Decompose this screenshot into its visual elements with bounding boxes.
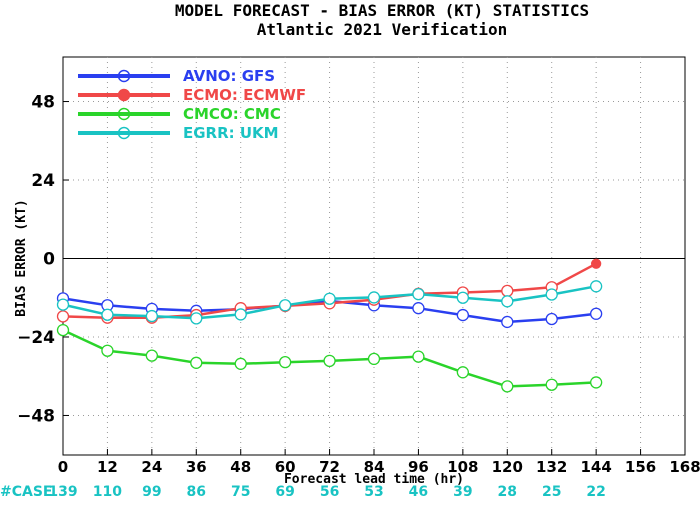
chart-title: MODEL FORECAST - BIAS ERROR (KT) STATIST… — [175, 1, 589, 20]
data-point — [367, 291, 381, 304]
data-point — [101, 344, 114, 357]
y-axis-label: BIAS ERROR (KT) — [14, 199, 29, 316]
legend-marker — [117, 107, 131, 121]
data-point — [145, 309, 159, 323]
case-count: 75 — [231, 484, 250, 500]
case-count: 110 — [93, 484, 122, 500]
x-tick-label: 84 — [364, 458, 385, 476]
grid-lines — [63, 57, 685, 455]
x-tick-label: 72 — [319, 458, 340, 476]
legend-label: ECMO: ECMWF — [183, 86, 306, 104]
case-count: 25 — [542, 484, 561, 500]
x-tick-label: 108 — [447, 458, 478, 476]
case-count: 28 — [498, 484, 517, 500]
case-count: 86 — [187, 484, 206, 500]
legend-marker — [117, 69, 131, 83]
case-count: 46 — [409, 484, 428, 500]
data-point — [412, 287, 425, 301]
x-tick-label: 156 — [625, 458, 656, 476]
y-tick-label: −48 — [17, 406, 55, 426]
data-point — [56, 298, 70, 311]
x-tick-label: 168 — [669, 458, 700, 476]
legend-label: CMCO: CMC — [183, 105, 281, 123]
data-point — [589, 280, 603, 293]
case-count: 53 — [364, 484, 383, 500]
data-point — [456, 308, 470, 322]
data-point — [56, 323, 70, 337]
y-tick-label: 0 — [43, 250, 55, 270]
data-point — [190, 312, 203, 325]
data-point — [589, 376, 603, 389]
data-point — [456, 291, 470, 304]
data-point — [501, 284, 514, 298]
data-point — [589, 307, 603, 320]
data-point — [456, 366, 470, 379]
data-point — [101, 308, 114, 321]
x-axis-label: Forecast lead time (hr) — [284, 472, 464, 487]
y-tick-label: 24 — [31, 171, 55, 191]
x-tick-label: 36 — [186, 458, 207, 476]
chart-subtitle: Atlantic 2021 Verification — [257, 20, 507, 39]
data-point — [412, 302, 425, 315]
legend-marker — [117, 88, 131, 102]
case-label: #CASE — [0, 484, 53, 500]
legend-label: AVNO: GFS — [183, 67, 275, 85]
y-tick-label: −24 — [17, 328, 55, 348]
x-tick-label: 144 — [580, 458, 611, 476]
data-point — [323, 292, 336, 305]
x-tick-label: 96 — [408, 458, 429, 476]
data-point — [545, 288, 558, 301]
data-point — [367, 352, 381, 366]
data-point — [278, 299, 292, 312]
data-point — [545, 378, 558, 391]
data-point — [145, 349, 159, 362]
y-tick-label: 48 — [31, 93, 55, 113]
data-point — [545, 312, 558, 326]
data-point — [323, 354, 336, 368]
case-count: 99 — [142, 484, 161, 500]
y-axis-ticks: 48 24 0 −24 −48 — [17, 93, 69, 426]
plot-frame — [62, 56, 686, 456]
x-tick-label: 132 — [536, 458, 567, 476]
data-point — [234, 308, 247, 321]
data-point — [590, 258, 602, 269]
data-point — [501, 380, 514, 393]
data-point — [190, 356, 203, 369]
x-axis-ticks: 0 12 24 36 48 60 72 84 96 108 120 132 144 156 168 — [58, 449, 700, 476]
data-point — [412, 350, 425, 363]
data-point — [56, 310, 70, 323]
x-tick-label: 48 — [230, 458, 251, 476]
x-tick-label: 24 — [141, 458, 162, 476]
data-series — [56, 258, 603, 393]
case-count: 56 — [320, 484, 339, 500]
x-tick-label: 120 — [492, 458, 523, 476]
data-point — [501, 295, 514, 308]
case-count: 22 — [586, 484, 605, 500]
data-point — [234, 357, 247, 370]
case-count: 139 — [48, 484, 77, 500]
case-count: 69 — [275, 484, 294, 500]
data-point — [501, 315, 514, 329]
legend-marker — [117, 126, 131, 140]
x-tick-label: 12 — [97, 458, 118, 476]
x-tick-label: 0 — [58, 458, 68, 476]
x-tick-label: 60 — [275, 458, 296, 476]
data-point — [278, 356, 292, 369]
case-count: 39 — [453, 484, 472, 500]
legend-label: EGRR: UKM — [183, 124, 279, 142]
